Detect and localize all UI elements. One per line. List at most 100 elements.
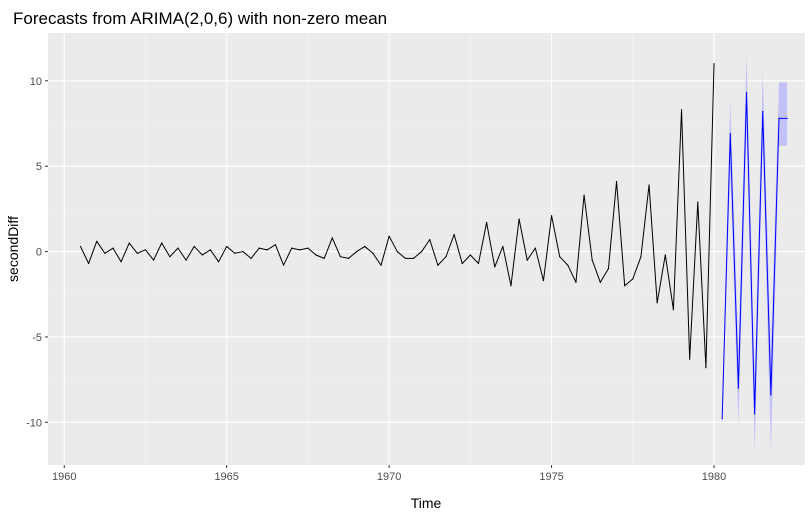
y-tick-label: 5 xyxy=(36,161,42,173)
observed-data-point xyxy=(104,252,106,254)
x-tick-label: 1975 xyxy=(539,471,563,483)
observed-data-point xyxy=(136,252,138,254)
observed-data-point xyxy=(339,256,342,258)
observed-data-point xyxy=(550,215,553,217)
observed-data-point xyxy=(664,254,666,256)
observed-data-point xyxy=(567,264,569,266)
observed-data-point xyxy=(388,235,390,237)
observed-data-point xyxy=(575,281,577,283)
observed-data-point xyxy=(112,247,114,249)
observed-data-point xyxy=(274,244,277,246)
observed-data-point xyxy=(79,245,82,248)
observed-data-point xyxy=(672,309,675,311)
y-tick-label: -10 xyxy=(26,417,42,429)
observed-data-point xyxy=(656,302,658,304)
observed-data-point xyxy=(169,256,171,258)
observed-data-point xyxy=(364,245,366,248)
forecast-data-point xyxy=(778,117,780,119)
observed-data-point xyxy=(705,367,707,369)
observed-data-point xyxy=(120,261,122,263)
observed-data-point xyxy=(713,63,715,65)
observed-data-point xyxy=(624,285,626,287)
observed-data-point xyxy=(347,257,350,259)
observed-data-point xyxy=(201,254,203,256)
x-axis: 1960 1965 1970 1975 1980 xyxy=(52,465,726,483)
observed-data-point xyxy=(177,247,179,249)
observed-data-point xyxy=(299,249,301,251)
observed-data-point xyxy=(518,218,520,220)
observed-data-point xyxy=(640,256,642,258)
observed-data-point xyxy=(437,264,439,266)
observed-data-point xyxy=(648,184,650,186)
x-tick-label: 1980 xyxy=(702,471,726,483)
x-tick-label: 1970 xyxy=(377,471,401,483)
observed-data-point xyxy=(412,257,415,259)
observed-data-point xyxy=(559,256,561,258)
observed-data-point xyxy=(534,247,536,249)
observed-data-point xyxy=(356,250,358,253)
forecast-data-point xyxy=(721,418,723,420)
y-tick-label: -5 xyxy=(32,332,42,344)
observed-data-point xyxy=(510,285,512,287)
prediction-interval-band xyxy=(722,55,788,454)
observed-data-point xyxy=(152,259,155,261)
x-tick-label: 1960 xyxy=(52,471,76,483)
observed-data-point xyxy=(96,240,98,242)
observed-data-point xyxy=(331,237,333,239)
observed-data-point xyxy=(291,247,293,249)
observed-data-point xyxy=(591,259,593,261)
observed-data-point xyxy=(234,252,236,254)
observed-data-point xyxy=(88,262,90,265)
observed-data-point xyxy=(461,262,463,265)
plot-panel xyxy=(48,33,805,465)
forecast-data-point xyxy=(786,117,788,119)
observed-data-point xyxy=(209,249,212,251)
observed-data-point xyxy=(193,245,195,248)
observed-data-point xyxy=(583,194,585,196)
observed-data-point xyxy=(307,247,309,249)
observed-data-point xyxy=(258,247,260,249)
observed-data-point xyxy=(689,358,691,360)
observed-data-point xyxy=(161,242,163,244)
observed-data-point xyxy=(680,109,683,111)
observed-data-point xyxy=(615,180,618,183)
forecast-data-point xyxy=(754,413,756,415)
observed-data-point xyxy=(396,250,398,253)
observed-data-point xyxy=(469,254,471,256)
observed-data-point xyxy=(502,245,504,248)
observed-data-point xyxy=(542,279,545,282)
observed-data-point xyxy=(445,256,447,258)
forecast-data-point xyxy=(729,133,731,135)
series-lines xyxy=(79,63,788,420)
observed-data-point xyxy=(217,261,220,263)
observed-data-point xyxy=(526,259,528,261)
prediction-interval xyxy=(722,55,788,454)
observed-data-point xyxy=(242,250,244,253)
observed-data-point xyxy=(266,249,268,251)
observed-data-point xyxy=(697,201,699,203)
forecast-data-point xyxy=(770,394,772,396)
observed-data-point xyxy=(421,250,423,253)
observed-data-point xyxy=(315,254,317,256)
observed-data-point xyxy=(250,257,252,259)
x-tick-label: 1965 xyxy=(214,471,238,483)
observed-data-point xyxy=(453,233,455,236)
observed-data-point xyxy=(404,257,406,259)
observed-data-point xyxy=(429,239,431,241)
forecast-data-point xyxy=(745,92,748,94)
observed-data-point xyxy=(144,249,147,251)
observed-data-point xyxy=(282,264,285,266)
observed-data-point xyxy=(632,278,634,280)
observed-data-point xyxy=(372,252,374,254)
forecast-data-point xyxy=(737,387,739,389)
observed-data-point xyxy=(128,242,130,244)
y-axis-title: secondDiff xyxy=(5,216,21,282)
x-axis-title: Time xyxy=(411,495,442,511)
observed-data-point xyxy=(477,262,480,265)
chart-title: Forecasts from ARIMA(2,0,6) with non-zer… xyxy=(13,9,387,28)
grid-lines xyxy=(48,33,805,465)
forecast-data-point xyxy=(762,110,764,113)
observed-data-point xyxy=(226,245,228,248)
